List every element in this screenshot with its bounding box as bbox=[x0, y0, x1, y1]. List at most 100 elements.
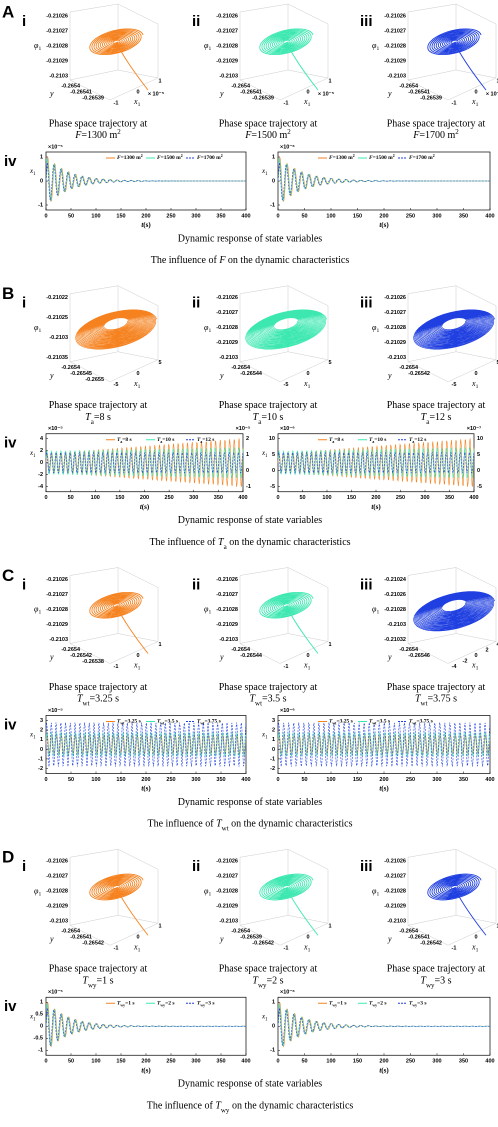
axis-frame bbox=[455, 849, 497, 870]
text-part: 1 bbox=[376, 46, 379, 52]
text-part: 1 bbox=[38, 610, 41, 616]
x-tick-label: 400 bbox=[485, 777, 494, 783]
y-exponent: ×10⁻⁶ bbox=[280, 990, 295, 996]
x-tick-label: -5 bbox=[452, 382, 457, 388]
axis-frame bbox=[117, 285, 159, 306]
text-part: The influence of bbox=[151, 255, 220, 266]
x-tick-label: 400 bbox=[241, 213, 250, 219]
legend-label: Ta=10 s bbox=[369, 437, 386, 444]
text-part: a bbox=[332, 440, 334, 444]
x-tick-label: 200 bbox=[379, 1059, 388, 1065]
y-tick-label: -0.2654 bbox=[231, 365, 251, 371]
axis-frame bbox=[455, 69, 497, 79]
z-tick-label: -0.21026 bbox=[46, 577, 68, 583]
y-exponent: ×10⁻⁵ bbox=[48, 990, 63, 996]
figure-caption: The influence of Twy on the dynamic char… bbox=[147, 1101, 354, 1114]
text-part: x bbox=[261, 730, 266, 738]
axis-frame bbox=[287, 633, 329, 642]
y-tick-label: -0.2654 bbox=[61, 647, 81, 653]
legend-label: Ta=10 s bbox=[157, 437, 174, 444]
text-part: wt bbox=[255, 699, 262, 707]
y-tick-label: -0.26542 bbox=[82, 941, 104, 947]
y-tick-label: -0.26542 bbox=[70, 653, 92, 659]
x-tick-label: 5 bbox=[158, 360, 161, 366]
subpanel-label: i bbox=[22, 295, 26, 312]
text-part: y bbox=[219, 89, 224, 98]
y-axis-label: y bbox=[49, 652, 54, 661]
x-tick-label: 150 bbox=[115, 495, 124, 501]
y-tick-label: 2 bbox=[40, 728, 43, 734]
z-tick-label: -0.21028 bbox=[216, 43, 238, 49]
y-tick-label: 10 bbox=[269, 436, 275, 442]
caption: Phase space trajectory at bbox=[387, 118, 486, 129]
x-tick-label: 0 bbox=[44, 495, 47, 501]
y2-exponent: ×10⁻⁵ bbox=[236, 426, 251, 432]
x-tick-label: 1 bbox=[496, 78, 498, 84]
z-tick-label: -0.21029 bbox=[216, 58, 238, 64]
subpanel-label: ii bbox=[192, 858, 200, 875]
y-tick-label: -1 bbox=[38, 1048, 43, 1054]
text-part: (s) bbox=[381, 784, 389, 792]
response-curve bbox=[277, 731, 491, 757]
y-tick-label: -0.2654 bbox=[399, 647, 419, 653]
z-axis-label: φ1 bbox=[34, 41, 41, 52]
axis-frame bbox=[69, 925, 111, 946]
caption: Dynamic response of state variables bbox=[178, 797, 323, 808]
y-tick-label: 0 bbox=[40, 460, 43, 466]
y-axis-label: x1 bbox=[29, 1012, 36, 1022]
x-tick-label: 1 bbox=[328, 924, 331, 930]
y-tick-label: 1 bbox=[272, 737, 275, 743]
caption: Phase space trajectory at bbox=[219, 682, 318, 693]
trajectory bbox=[259, 591, 319, 654]
x-tick-label: -5 bbox=[284, 382, 289, 388]
text-part: t bbox=[379, 784, 382, 792]
text-part: 1 bbox=[476, 948, 479, 954]
text-part: wy bbox=[412, 1003, 417, 1007]
text-part: t bbox=[379, 1066, 382, 1074]
text-part: =1700 m bbox=[419, 130, 455, 141]
panel-letter: C bbox=[2, 566, 14, 585]
x-tick-label: 2 bbox=[485, 647, 488, 653]
x-tick-label: 100 bbox=[91, 777, 100, 783]
z-tick-label: -0.21026 bbox=[384, 295, 406, 301]
text-part: x bbox=[471, 942, 476, 951]
z-tick-label: -0.2103 bbox=[387, 355, 406, 361]
axis-frame bbox=[447, 359, 497, 382]
x-tick-label: 0 bbox=[136, 653, 139, 659]
axis-frame bbox=[407, 849, 457, 858]
x-tick-label: 350 bbox=[459, 777, 468, 783]
text-part: T bbox=[157, 719, 161, 725]
x-axis-label: x1 bbox=[303, 379, 311, 390]
z-tick-label: -0.21027 bbox=[384, 310, 406, 316]
z-axis-label: φ1 bbox=[204, 41, 211, 52]
axis-frame bbox=[407, 351, 457, 362]
legend-label: F=1500 m2 bbox=[157, 154, 183, 161]
x-tick-label: 350 bbox=[216, 1059, 225, 1065]
z-tick-label: -0.2103 bbox=[219, 73, 238, 79]
text-part: y bbox=[49, 89, 54, 98]
trajectory bbox=[427, 28, 487, 91]
z-tick-label: -0.21029 bbox=[216, 904, 238, 910]
text-part: y bbox=[387, 89, 392, 98]
text-part: wt bbox=[160, 721, 165, 725]
axis-frame bbox=[239, 79, 281, 101]
y-axis-label: y bbox=[219, 89, 224, 98]
text-part: (s) bbox=[381, 1066, 389, 1074]
response-curve bbox=[45, 451, 244, 474]
text-part: y bbox=[49, 371, 54, 380]
axis-frame bbox=[117, 849, 159, 870]
subpanel-label: iii bbox=[360, 858, 373, 875]
axis-frame bbox=[69, 361, 111, 382]
x-tick-label: 250 bbox=[406, 213, 415, 219]
y-tick-label: 1 bbox=[40, 154, 43, 160]
x-tick-label: 150 bbox=[353, 777, 362, 783]
subpanel-label: i bbox=[22, 858, 26, 875]
legend-label: F=1300 m2 bbox=[117, 154, 143, 161]
axis-frame bbox=[239, 567, 289, 576]
caption: Twy=3 s bbox=[420, 976, 451, 989]
x-tick-label: 100 bbox=[326, 213, 335, 219]
response-curve bbox=[277, 1007, 490, 1046]
x-tick-label: 100 bbox=[91, 213, 100, 219]
x-tick-label: 300 bbox=[191, 1059, 200, 1065]
text-part: wt bbox=[120, 721, 125, 725]
